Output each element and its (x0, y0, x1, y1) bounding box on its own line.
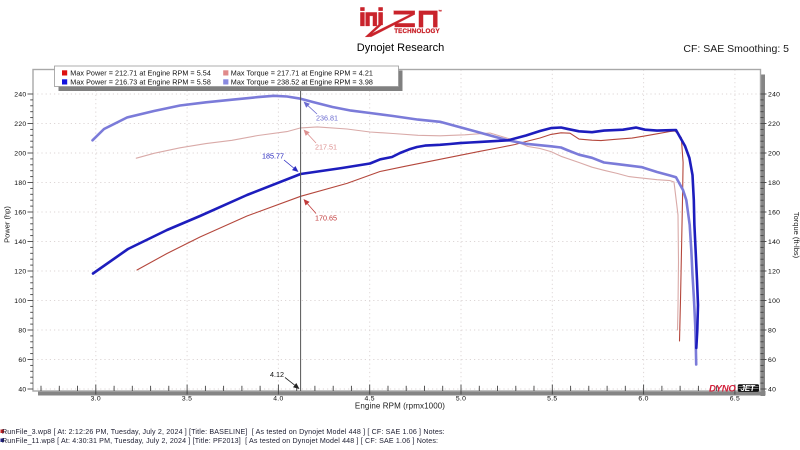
svg-text:240: 240 (14, 91, 26, 98)
svg-text:170.65: 170.65 (315, 214, 337, 223)
svg-text:Max Power = 216.73 at Engine R: Max Power = 216.73 at Engine RPM = 5.58 (70, 77, 211, 86)
svg-text:100: 100 (14, 298, 26, 305)
svg-text:200: 200 (14, 150, 26, 157)
svg-text:RunFile_3.wp8 [ At: 2:12:26 PM: RunFile_3.wp8 [ At: 2:12:26 PM, Tuesday,… (2, 428, 445, 436)
svg-text:DYNO: DYNO (709, 384, 736, 395)
svg-text:40: 40 (768, 386, 776, 393)
svg-text:220: 220 (768, 121, 780, 128)
svg-text:4.12: 4.12 (270, 370, 284, 379)
svg-text:5.5: 5.5 (547, 396, 557, 403)
svg-text:™: ™ (438, 9, 442, 13)
svg-text:4.5: 4.5 (365, 396, 375, 403)
svg-text:Max Torque = 238.52 at Engine: Max Torque = 238.52 at Engine RPM = 3.98 (231, 77, 373, 86)
svg-text:240: 240 (768, 91, 780, 98)
svg-text:Engine RPM (rpmx1000): Engine RPM (rpmx1000) (355, 402, 445, 411)
svg-text:Dynojet Research: Dynojet Research (357, 42, 444, 54)
svg-text:RunFile_11.wp8 [ At: 4:30:31 P: RunFile_11.wp8 [ At: 4:30:31 PM, Tuesday… (2, 437, 438, 445)
svg-text:220: 220 (14, 121, 26, 128)
svg-text:3.0: 3.0 (91, 396, 101, 403)
svg-text:185.77: 185.77 (262, 152, 284, 161)
svg-text:160: 160 (14, 209, 26, 216)
svg-text:60: 60 (18, 357, 26, 364)
svg-text:Power (hp): Power (hp) (3, 206, 12, 243)
svg-text:80: 80 (768, 327, 776, 334)
svg-text:180: 180 (14, 180, 26, 187)
svg-text:140: 140 (14, 239, 26, 246)
svg-text:200: 200 (768, 150, 780, 157)
svg-text:180: 180 (768, 180, 780, 187)
svg-text:3.5: 3.5 (182, 396, 192, 403)
svg-text:120: 120 (768, 268, 780, 275)
svg-text:CF: SAE Smoothing: 5: CF: SAE Smoothing: 5 (683, 43, 789, 55)
svg-text:Max Power = 212.71 at Engine R: Max Power = 212.71 at Engine RPM = 5.54 (70, 68, 211, 77)
svg-text:217.51: 217.51 (315, 143, 337, 152)
svg-text:160: 160 (768, 209, 780, 216)
svg-text:6.0: 6.0 (638, 396, 648, 403)
svg-text:60: 60 (768, 357, 776, 364)
svg-text:Torque (ft-lbs): Torque (ft-lbs) (792, 212, 800, 259)
svg-text:40: 40 (18, 386, 26, 393)
svg-text:Max Torque = 217.71 at Engine: Max Torque = 217.71 at Engine RPM = 4.21 (231, 68, 373, 77)
svg-text:120: 120 (14, 268, 26, 275)
svg-text:TECHNOLOGY: TECHNOLOGY (394, 28, 440, 35)
svg-text:236.81: 236.81 (316, 114, 338, 123)
svg-text:5.0: 5.0 (456, 396, 466, 403)
svg-text:100: 100 (768, 298, 780, 305)
svg-text:140: 140 (768, 239, 780, 246)
svg-text:6.5: 6.5 (730, 396, 740, 403)
svg-text:4.0: 4.0 (273, 396, 283, 403)
svg-text:80: 80 (18, 327, 26, 334)
